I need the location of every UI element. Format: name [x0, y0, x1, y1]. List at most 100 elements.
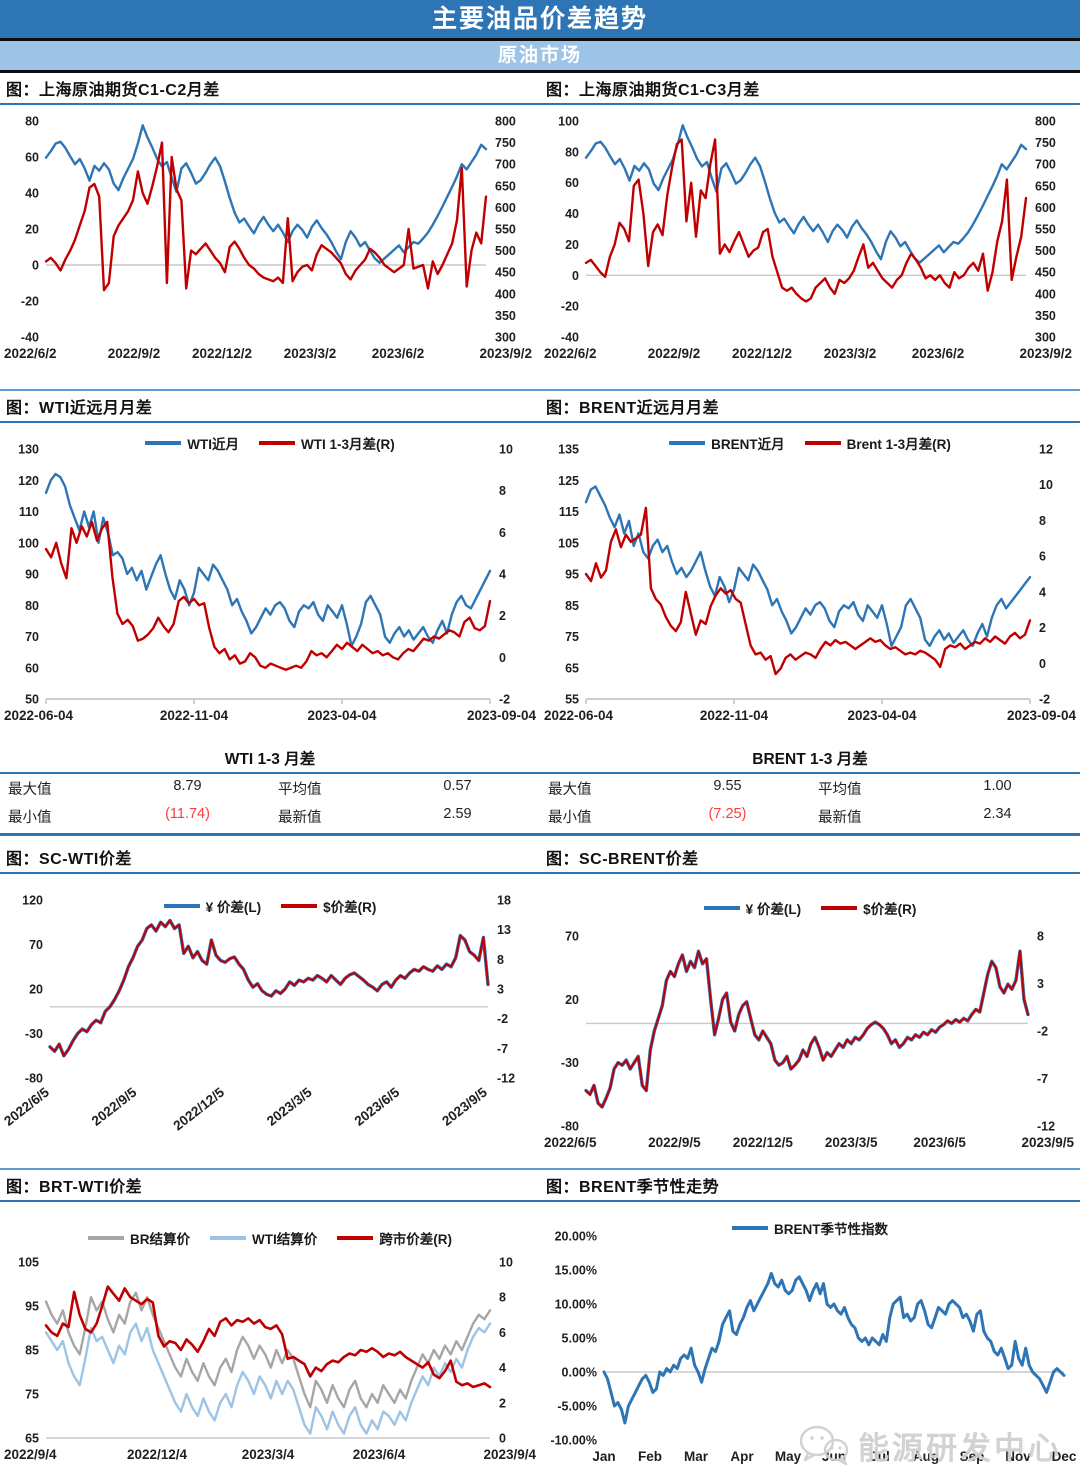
legend-label: ¥ 价差(L) [205, 900, 262, 915]
svg-text:85: 85 [25, 1344, 39, 1358]
svg-text:2023/9/2: 2023/9/2 [479, 346, 532, 361]
svg-text:115: 115 [559, 505, 579, 519]
svg-text:20: 20 [29, 983, 43, 997]
y-axis-left: 120 70 20 -30 -80 [22, 894, 43, 1086]
series-1 [44, 141, 488, 292]
table-row: 最大值 8.79 平均值 0.57 [0, 774, 540, 802]
legend-label: WTI结算价 [252, 1232, 318, 1247]
charts-row-4: 105 95 85 75 65 10 8 6 4 2 0 2022/9/4 2022/12/4 2023/… [0, 1202, 1080, 1480]
svg-text:50: 50 [25, 693, 39, 707]
stat-value-negative: (7.25) [708, 806, 747, 822]
legend-swatch [703, 906, 740, 910]
y-axis-left: 80 60 40 20 0 -20 -40 [21, 115, 39, 345]
stats-table: WTI 1-3 月差 最大值 8.79 平均值 0.57 最小值 (11.74)… [0, 743, 1080, 836]
svg-text:2022/9/2: 2022/9/2 [648, 346, 701, 361]
svg-text:8: 8 [499, 484, 506, 498]
svg-text:18: 18 [497, 894, 511, 908]
svg-text:70: 70 [29, 938, 43, 952]
chart-legend: WTI近月 WTI 1-3月差(R) [0, 433, 540, 453]
legend-swatch [821, 906, 858, 910]
svg-text:2023/3/2: 2023/3/2 [284, 346, 337, 361]
svg-text:2: 2 [499, 1396, 506, 1410]
svg-text:130: 130 [18, 443, 39, 457]
svg-text:105: 105 [558, 536, 579, 550]
svg-text:2023-09-04: 2023-09-04 [467, 708, 537, 723]
legend-item: BR结算价 [88, 1228, 190, 1248]
svg-text:125: 125 [558, 474, 579, 488]
svg-text:-30: -30 [561, 1056, 579, 1070]
svg-text:2023/6/5: 2023/6/5 [352, 1084, 403, 1128]
svg-text:Feb: Feb [638, 1449, 662, 1464]
svg-text:750: 750 [495, 136, 516, 150]
svg-text:500: 500 [1035, 244, 1056, 258]
svg-text:-2: -2 [1039, 693, 1050, 707]
svg-text:-2: -2 [1037, 1025, 1048, 1039]
title-row-2: 图：WTI近远月月差 图：BRENT近远月月差 [0, 389, 1080, 423]
legend-label: WTI近月 [187, 437, 239, 452]
wechat-icon [799, 1425, 849, 1465]
x-axis-line [45, 698, 491, 704]
svg-text:8: 8 [497, 953, 504, 967]
svg-text:400: 400 [1035, 287, 1056, 301]
svg-text:-7: -7 [1037, 1072, 1048, 1086]
legend-swatch [804, 441, 841, 445]
svg-text:450: 450 [1035, 266, 1056, 280]
svg-text:8: 8 [1039, 514, 1046, 528]
svg-text:70: 70 [25, 630, 39, 644]
svg-text:2023/3/2: 2023/3/2 [824, 346, 877, 361]
svg-text:3: 3 [1037, 977, 1044, 991]
chart-title-sc-brent: 图：SC-BRENT价差 [546, 851, 699, 868]
legend-label: BRENT季节性指数 [774, 1222, 888, 1237]
stats-wti-title: WTI 1-3 月差 [0, 743, 540, 774]
svg-text:550: 550 [495, 223, 516, 237]
svg-text:20: 20 [565, 993, 579, 1007]
svg-text:650: 650 [1035, 179, 1056, 193]
svg-text:0: 0 [499, 651, 506, 665]
series-0 [584, 949, 1030, 1109]
svg-text:80: 80 [25, 599, 39, 613]
svg-text:2023/6/2: 2023/6/2 [912, 346, 965, 361]
svg-text:2023/3/5: 2023/3/5 [264, 1084, 315, 1128]
series-0 [44, 124, 488, 264]
page-title: 主要油品价差趋势 [0, 0, 1080, 41]
svg-text:90: 90 [25, 568, 39, 582]
svg-text:8: 8 [1037, 930, 1044, 944]
svg-text:Apr: Apr [730, 1449, 754, 1464]
series-0 [584, 485, 1032, 648]
svg-text:20: 20 [25, 223, 39, 237]
svg-text:-2: -2 [499, 693, 510, 707]
svg-text:10: 10 [499, 443, 513, 457]
svg-text:20.00%: 20.00% [555, 1230, 597, 1244]
series-1 [584, 506, 1032, 676]
chart-canvas: 13012011010090807060501086420-22022-06-0… [4, 443, 537, 724]
svg-text:2022/9/5: 2022/9/5 [648, 1135, 701, 1150]
y-axis-right: 12 10 8 6 4 2 0 -2 [1039, 443, 1053, 707]
chart-canvas: 100 80 60 40 20 0 -20 -40 800 750 700 650 600 550 500 4… [544, 115, 1072, 362]
stat-label: 最新值 [278, 810, 322, 826]
svg-text:600: 600 [495, 201, 516, 215]
table-row: 最大值 9.55 平均值 1.00 [540, 774, 1080, 802]
series-0 [44, 1291, 492, 1409]
stat-label: 平均值 [818, 782, 862, 798]
chart-sc-wti: 120 70 20 -30 -80 18 13 8 3 -2 -7 -12 2022/6/5 2022/9… [0, 874, 540, 1166]
y-axis-right: 800 750 700 650 600 550 500 450 400 350 300 [495, 115, 516, 345]
series-0 [44, 472, 492, 648]
chart-title-brent-spread: 图：BRENT近远月月差 [546, 400, 720, 417]
x-axis-labels: 2022/6/5 2022/9/5 2022/12/5 2023/3/5 2023/6/… [1, 1084, 490, 1133]
svg-text:8: 8 [499, 1291, 506, 1305]
x-axis-line [585, 698, 1031, 704]
svg-text:2022/12/2: 2022/12/2 [732, 346, 792, 361]
svg-text:60: 60 [565, 176, 579, 190]
svg-text:2023-09-04: 2023-09-04 [1007, 708, 1077, 723]
chart-sh-c1c2: 80 60 40 20 0 -20 -40 800 750 700 650 600 550 500 450 4… [0, 105, 540, 381]
stat-value: 8.79 [173, 778, 202, 794]
chart-title-brent-seasonal: 图：BRENT季节性走势 [546, 1179, 720, 1196]
svg-text:70: 70 [565, 930, 579, 944]
legend-swatch [281, 904, 318, 908]
svg-text:110: 110 [19, 505, 39, 519]
series-0 [602, 1271, 1066, 1425]
legend-item: WTI近月 [145, 433, 239, 453]
svg-text:6: 6 [499, 526, 506, 540]
stat-label: 最大值 [8, 782, 52, 798]
